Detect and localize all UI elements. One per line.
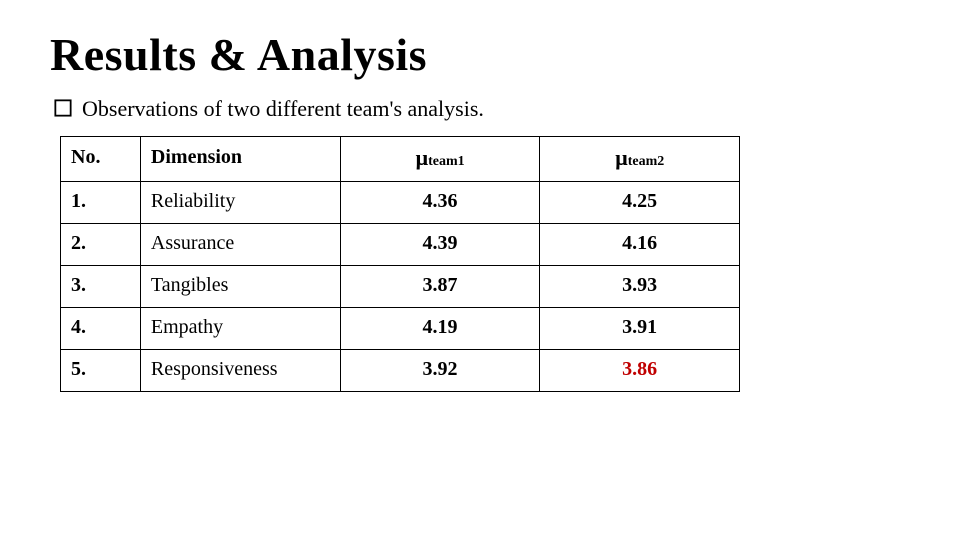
table-row: 5.Responsiveness3.923.86 <box>61 349 740 391</box>
slide: Results & Analysis Observations of two d… <box>0 0 960 540</box>
cell-team1: 4.36 <box>340 181 540 223</box>
cell-team1: 4.19 <box>340 307 540 349</box>
cell-dimension: Assurance <box>140 223 340 265</box>
cell-no: 4. <box>61 307 141 349</box>
cell-no: 3. <box>61 265 141 307</box>
cell-no: 5. <box>61 349 141 391</box>
cell-no: 2. <box>61 223 141 265</box>
cell-dimension: Empathy <box>140 307 340 349</box>
cell-no: 1. <box>61 181 141 223</box>
page-title: Results & Analysis <box>50 28 910 81</box>
col-header-team2: µteam2 <box>540 136 740 181</box>
cell-dimension: Tangibles <box>140 265 340 307</box>
col-header-no: No. <box>61 136 141 181</box>
cell-dimension: Responsiveness <box>140 349 340 391</box>
table-row: 4.Empathy4.193.91 <box>61 307 740 349</box>
cell-dimension: Reliability <box>140 181 340 223</box>
mu-symbol: µ <box>615 145 628 170</box>
analysis-table: No. Dimension µteam1 µteam2 1.Reliabilit… <box>60 136 740 392</box>
mu-subscript-team1: team1 <box>428 154 465 169</box>
cell-team1: 3.87 <box>340 265 540 307</box>
cell-team2: 3.91 <box>540 307 740 349</box>
mu-subscript-team2: team2 <box>628 154 665 169</box>
table-row: 1.Reliability4.364.25 <box>61 181 740 223</box>
square-bullet-icon <box>54 99 72 117</box>
table-row: 2.Assurance4.394.16 <box>61 223 740 265</box>
bullet-item: Observations of two different team's ana… <box>54 95 910 124</box>
table-row: 3.Tangibles3.873.93 <box>61 265 740 307</box>
bullet-text: Observations of two different team's ana… <box>82 95 484 124</box>
cell-team2: 4.25 <box>540 181 740 223</box>
cell-team1: 3.92 <box>340 349 540 391</box>
cell-team2: 3.93 <box>540 265 740 307</box>
table-body: 1.Reliability4.364.252.Assurance4.394.16… <box>61 181 740 391</box>
col-header-team1: µteam1 <box>340 136 540 181</box>
cell-team2: 3.86 <box>540 349 740 391</box>
mu-symbol: µ <box>415 145 428 170</box>
table-header-row: No. Dimension µteam1 µteam2 <box>61 136 740 181</box>
cell-team2: 4.16 <box>540 223 740 265</box>
cell-team1: 4.39 <box>340 223 540 265</box>
col-header-dimension: Dimension <box>140 136 340 181</box>
